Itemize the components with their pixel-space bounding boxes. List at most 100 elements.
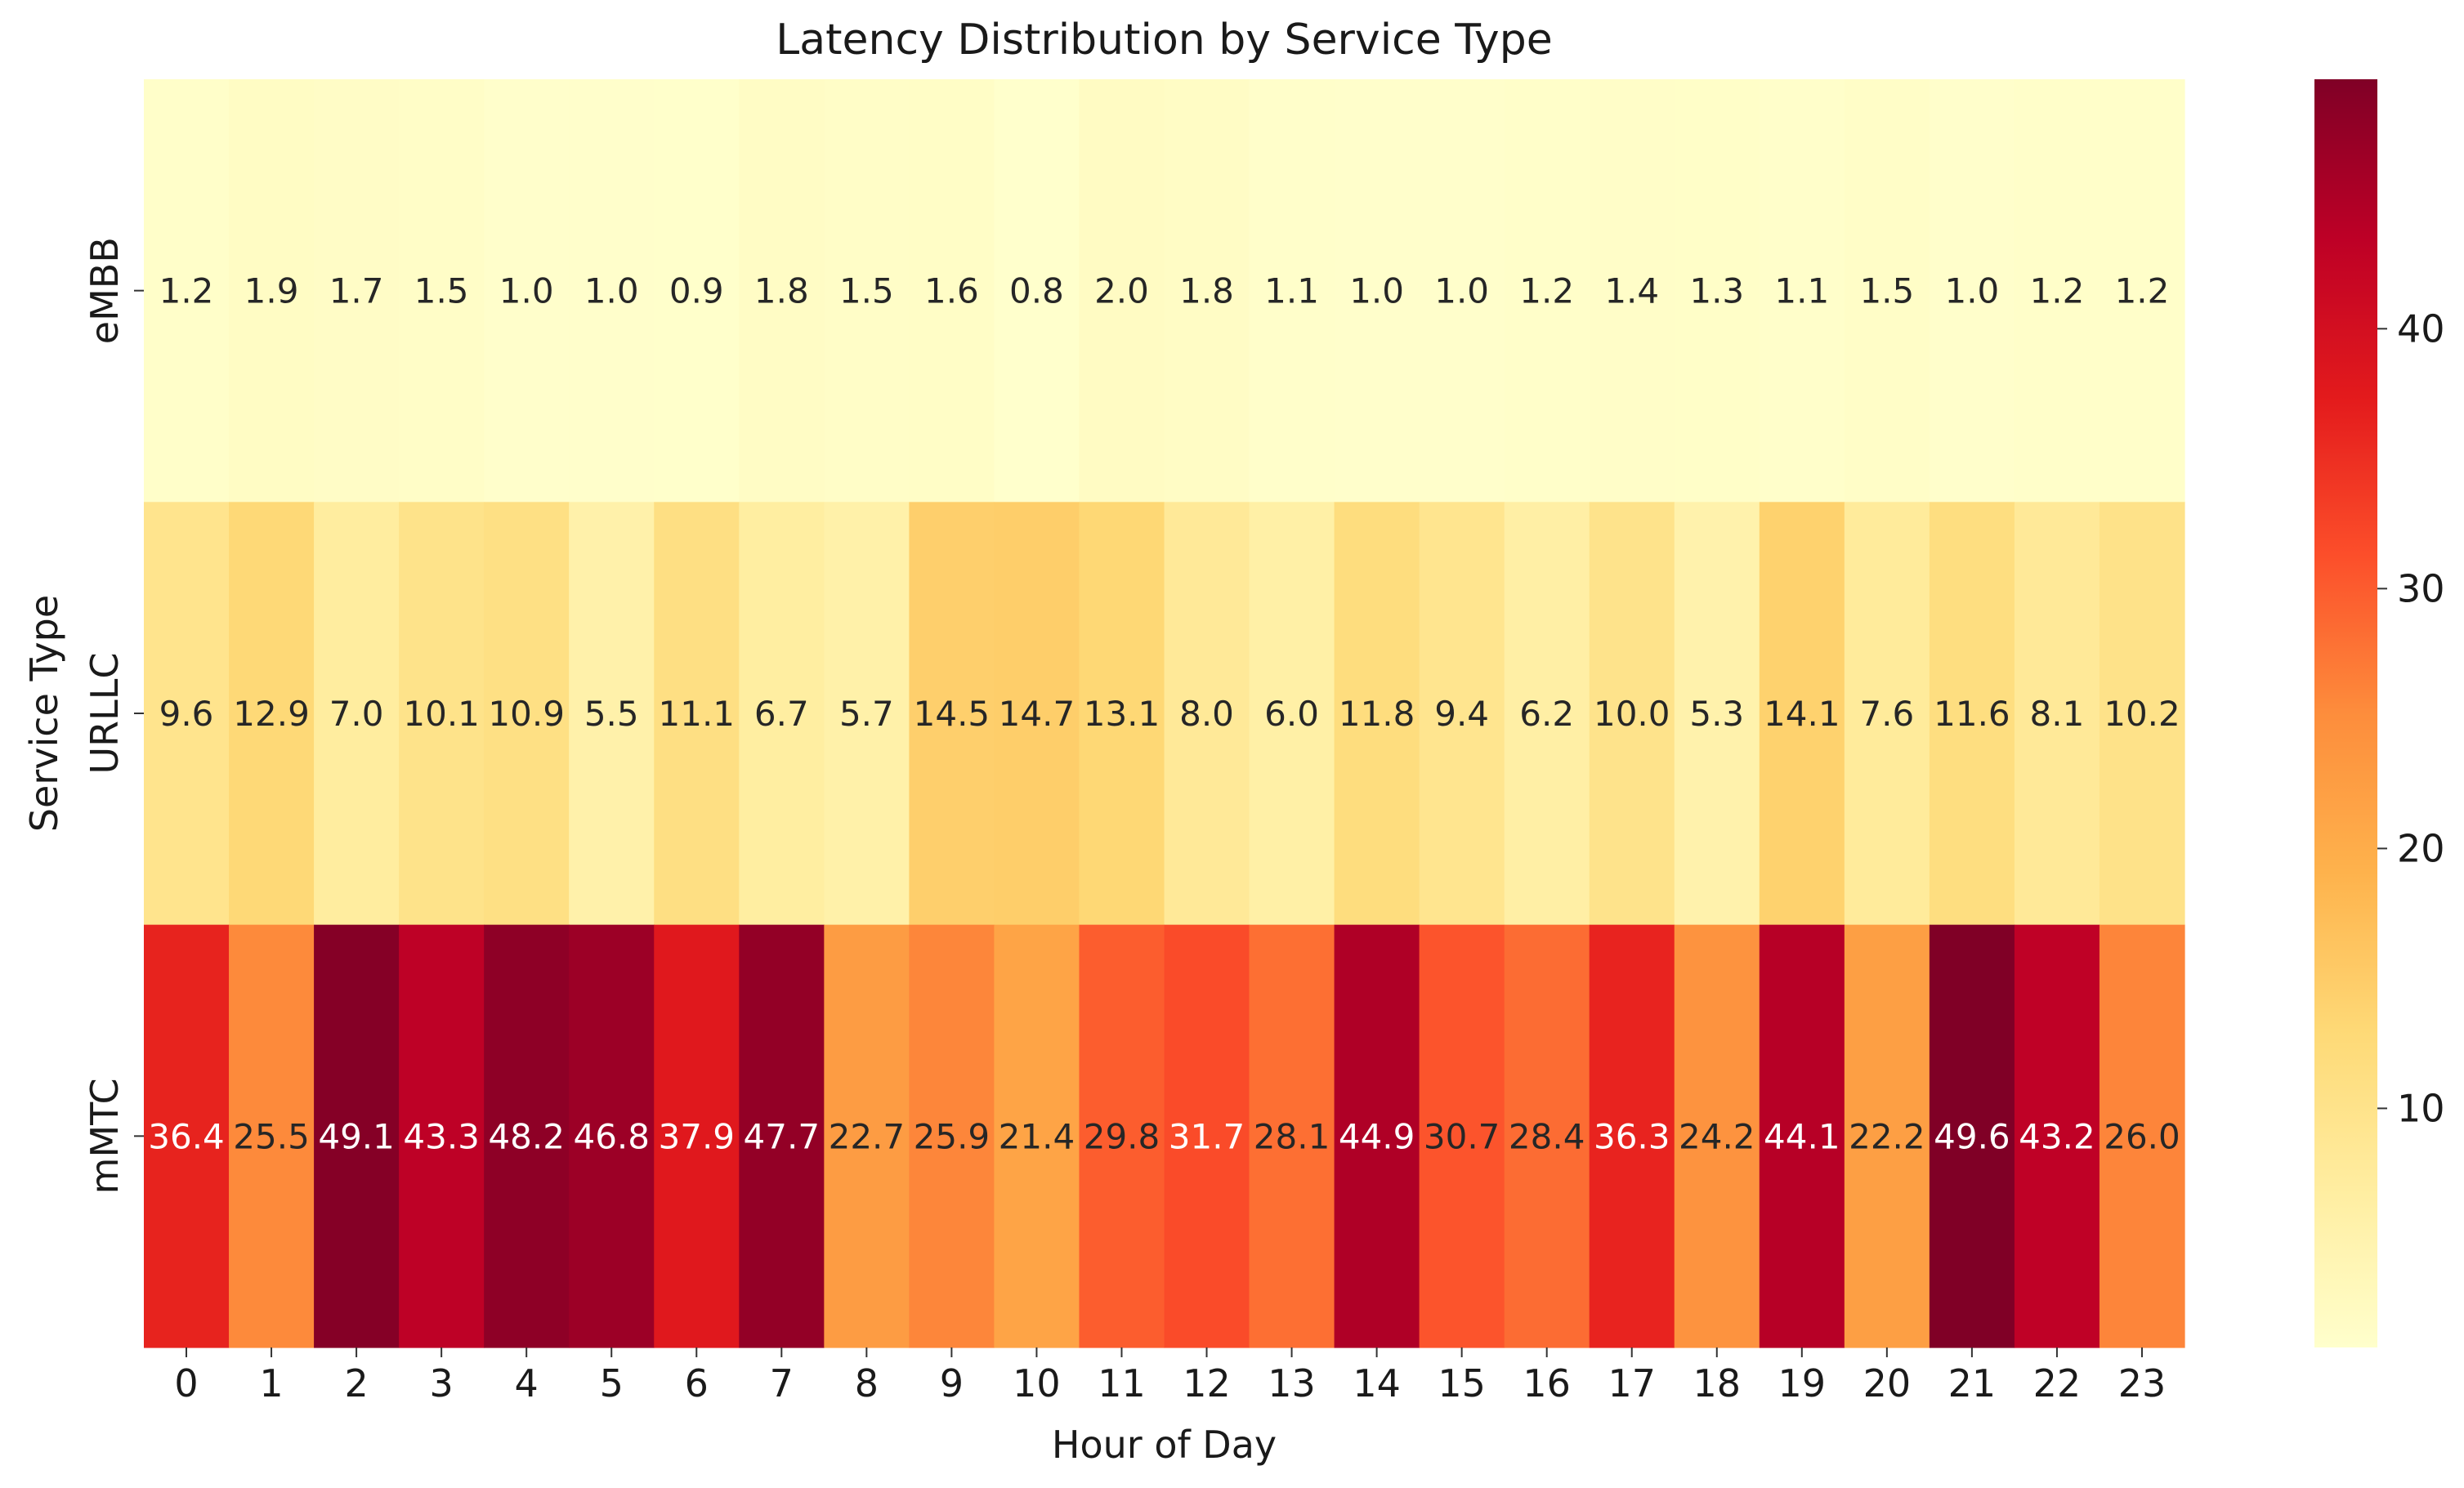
heatmap-cell xyxy=(144,502,230,926)
cell-value-label: 37.9 xyxy=(659,1116,736,1156)
cell-value-label: 1.5 xyxy=(1859,271,1914,311)
x-tick-label: 0 xyxy=(174,1361,198,1405)
heatmap-cell xyxy=(1674,502,1760,926)
heatmap-cell xyxy=(739,924,825,1348)
heatmap-cell xyxy=(2099,502,2185,926)
cell-value-label: 5.7 xyxy=(839,694,894,734)
heatmap-cell xyxy=(1759,924,1845,1348)
heatmap-cell xyxy=(1589,924,1675,1348)
heatmap-cell xyxy=(1334,79,1420,503)
heatmap-cell xyxy=(1419,924,1505,1348)
x-tick-label: 16 xyxy=(1523,1361,1571,1405)
heatmap-cell xyxy=(654,79,740,503)
y-tick-label: eMBB xyxy=(83,237,127,344)
cell-value-label: 14.5 xyxy=(914,694,991,734)
heatmap-cell xyxy=(1419,79,1505,503)
heatmap-cell xyxy=(1504,502,1590,926)
x-tick-label: 14 xyxy=(1353,1361,1401,1405)
cell-value-label: 49.1 xyxy=(318,1116,395,1156)
cell-value-label: 36.4 xyxy=(148,1116,225,1156)
heatmap-cell xyxy=(2099,924,2185,1348)
heatmap-cell xyxy=(824,502,910,926)
cell-value-label: 28.1 xyxy=(1254,1116,1330,1156)
heatmap-cells: 1.2 1.9 1.7 1.5 1.0 1.0 0.9 1.8 1.5 1.6 0.8 2.0 1.8 1… xyxy=(144,79,2185,1348)
cell-value-label: 48.2 xyxy=(488,1116,565,1156)
heatmap-cell xyxy=(314,502,400,926)
y-tick-label: mMTC xyxy=(83,1078,127,1194)
cell-value-label: 0.8 xyxy=(1009,271,1064,311)
heatmap-cell xyxy=(2014,924,2100,1348)
heatmap-cell xyxy=(1334,502,1420,926)
cell-value-label: 8.1 xyxy=(2030,694,2085,734)
cell-value-label: 44.1 xyxy=(1764,1116,1840,1156)
heatmap-cell xyxy=(1844,79,1930,503)
cell-value-label: 22.7 xyxy=(829,1116,906,1156)
cell-value-label: 29.8 xyxy=(1084,1116,1160,1156)
heatmap-cell xyxy=(399,924,485,1348)
cell-value-label: 1.3 xyxy=(1689,271,1744,311)
heatmap-cell xyxy=(909,924,995,1348)
heatmap-cell xyxy=(994,924,1080,1348)
cell-value-label: 14.7 xyxy=(999,694,1075,734)
cell-value-label: 1.2 xyxy=(1519,271,1574,311)
cell-value-label: 1.0 xyxy=(1434,271,1489,311)
heatmap-cell xyxy=(2014,79,2100,503)
x-tick-label: 7 xyxy=(770,1361,794,1405)
heatmap-cell xyxy=(1249,924,1335,1348)
cell-value-label: 11.8 xyxy=(1339,694,1415,734)
cell-value-label: 36.3 xyxy=(1594,1116,1670,1156)
cell-value-label: 1.0 xyxy=(1349,271,1404,311)
x-tick-label: 5 xyxy=(600,1361,624,1405)
heatmap-cell xyxy=(399,502,485,926)
x-tick-label: 19 xyxy=(1778,1361,1827,1405)
x-tick-label: 23 xyxy=(2118,1361,2167,1405)
cell-value-label: 0.9 xyxy=(669,271,724,311)
heatmap-cell xyxy=(314,924,400,1348)
heatmap-cell xyxy=(1249,79,1335,503)
cell-value-label: 1.4 xyxy=(1604,271,1659,311)
cell-value-label: 6.2 xyxy=(1519,694,1574,734)
x-tick-label: 18 xyxy=(1693,1361,1741,1405)
cell-value-label: 5.5 xyxy=(584,694,639,734)
heatmap-cell xyxy=(1929,79,2015,503)
heatmap-cell xyxy=(1929,502,2015,926)
cell-value-label: 1.2 xyxy=(2115,271,2170,311)
cell-value-label: 10.0 xyxy=(1594,694,1670,734)
x-tick-label: 20 xyxy=(1863,1361,1912,1405)
x-tick-label: 6 xyxy=(685,1361,709,1405)
colorbar-tick-label: 20 xyxy=(2397,826,2445,870)
heatmap-cell xyxy=(229,924,315,1348)
heatmap-cell xyxy=(314,79,400,503)
y-tick-label: URLLC xyxy=(83,652,127,774)
heatmap-cell xyxy=(824,924,910,1348)
heatmap-cell xyxy=(1929,924,2015,1348)
colorbar-gradient xyxy=(2314,79,2377,1347)
x-tick-label: 22 xyxy=(2033,1361,2082,1405)
heatmap-cell xyxy=(569,924,655,1348)
cell-value-label: 44.9 xyxy=(1339,1116,1415,1156)
x-tick-label: 1 xyxy=(259,1361,283,1405)
heatmap-cell xyxy=(1844,502,1930,926)
cell-value-label: 14.1 xyxy=(1764,694,1840,734)
cell-value-label: 22.2 xyxy=(1849,1116,1925,1156)
heatmap-cell xyxy=(909,502,995,926)
heatmap-cell xyxy=(144,79,230,503)
x-tick-label: 11 xyxy=(1098,1361,1146,1405)
cell-value-label: 25.9 xyxy=(914,1116,991,1156)
cell-value-label: 11.6 xyxy=(1934,694,2010,734)
heatmap-cell xyxy=(484,502,570,926)
x-tick-label: 3 xyxy=(430,1361,454,1405)
heatmap-cell xyxy=(1674,79,1760,503)
heatmap-cell xyxy=(654,924,740,1348)
heatmap-cell xyxy=(909,79,995,503)
x-tick-label: 17 xyxy=(1608,1361,1656,1405)
x-tick-label: 2 xyxy=(344,1361,368,1405)
cell-value-label: 1.8 xyxy=(1179,271,1234,311)
x-tick-label: 21 xyxy=(1948,1361,1997,1405)
heatmap-cell xyxy=(1844,924,1930,1348)
cell-value-label: 6.0 xyxy=(1264,694,1319,734)
cell-value-label: 9.4 xyxy=(1434,694,1489,734)
cell-value-label: 12.9 xyxy=(233,694,310,734)
heatmap-cell xyxy=(1164,502,1250,926)
heatmap-cell xyxy=(1589,502,1675,926)
